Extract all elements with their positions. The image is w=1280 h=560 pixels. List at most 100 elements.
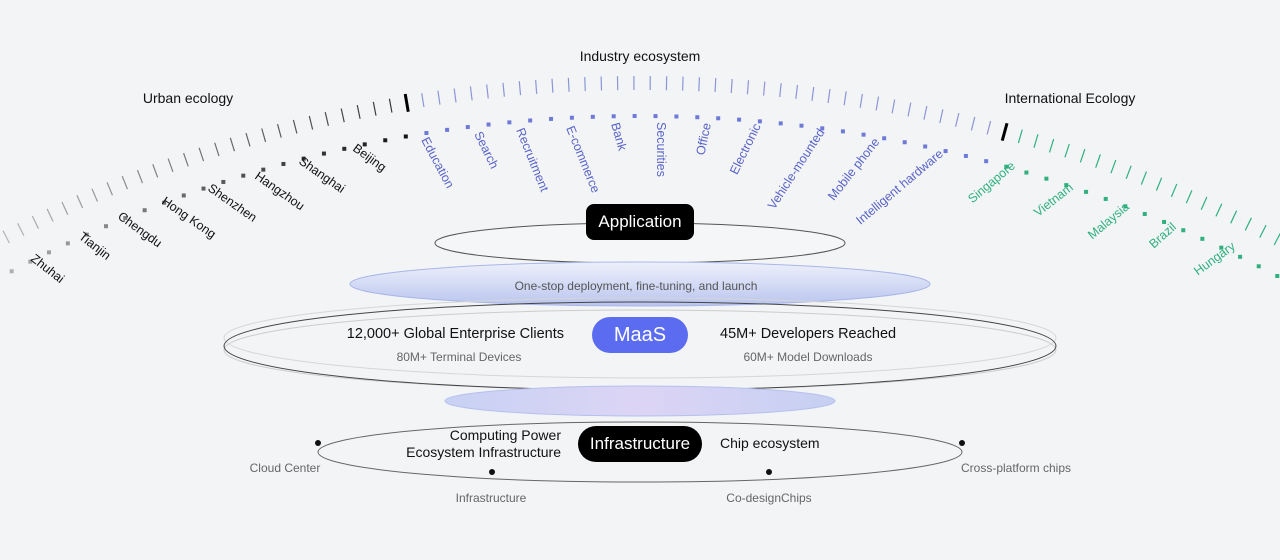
arc-tick (31, 215, 39, 229)
arc-dot (507, 120, 512, 125)
arc-tick (891, 99, 896, 114)
arc-dot (923, 144, 928, 149)
developers-stat: 45M+ Developers Reached (720, 326, 897, 342)
computing-power-label: Computing Power Ecosystem Infrastructure (406, 427, 561, 461)
node-dot (489, 469, 495, 475)
arc-dot (674, 114, 679, 119)
arc-tick (214, 142, 220, 157)
arc-tick (245, 132, 251, 147)
arc-dot (103, 224, 108, 229)
arc-dot (695, 115, 700, 120)
arc-tick (779, 83, 782, 98)
arc-tick (340, 108, 345, 123)
urban-ecology-title: Urban ecology (143, 90, 233, 106)
arc-tick (292, 119, 298, 134)
deployment-caption: One-stop deployment, fine-tuning, and la… (515, 279, 758, 293)
arc-dot (1219, 245, 1224, 250)
arc-tick (1110, 159, 1117, 174)
arc-tick (1244, 217, 1252, 231)
arc-tick (152, 164, 159, 178)
arc-tick (811, 86, 815, 101)
industry-ecosystem-title: Industry ecosystem (580, 48, 701, 64)
arc-tick (167, 158, 174, 172)
country-label: Singapore (965, 159, 1018, 206)
infrastructure-ring (317, 421, 963, 483)
arc-dot (28, 259, 33, 264)
arc-tick (261, 128, 267, 143)
arc-tick (986, 120, 992, 135)
arc-dot (465, 125, 470, 130)
arc-tick (1033, 134, 1039, 148)
arc-dot (445, 127, 450, 132)
arc-dot (321, 151, 326, 156)
arc-dot (1181, 228, 1186, 233)
arc-dot (943, 149, 948, 154)
country-label: Hungary (1191, 239, 1238, 279)
arc-dot (590, 114, 595, 119)
arc-dot (716, 116, 721, 121)
industry-label: Search (471, 129, 501, 171)
arc-tick (970, 116, 976, 131)
arc-dot (737, 117, 742, 122)
industry-label: Office (693, 122, 713, 157)
arc-tick (1170, 183, 1178, 198)
arc-dot (65, 241, 70, 246)
arc-tick (421, 93, 425, 108)
infrastructure-pill: Infrastructure (578, 426, 702, 462)
arc-tick (183, 152, 189, 167)
computing-power-line1: Computing Power (449, 427, 561, 443)
arc-tick (1200, 196, 1208, 210)
arc-tick (698, 77, 701, 92)
arc-tick (17, 222, 25, 237)
city-label: Chengdu (115, 209, 164, 250)
arc-tick (955, 112, 960, 127)
city-label: Zhuhai (28, 251, 67, 286)
arc-dot (757, 119, 762, 124)
computing-power-line2: Ecosystem Infrastructure (406, 444, 561, 460)
arc-tick (714, 78, 717, 93)
arc-dot (201, 186, 206, 191)
arc-tick (762, 81, 766, 96)
arc-tick (372, 101, 377, 116)
arc-dot (181, 193, 186, 198)
arc-dot (549, 116, 554, 121)
node-label-cloud-center: Cloud Center (250, 461, 321, 475)
industry-label: Mobile phone (825, 135, 882, 203)
maas-pill: MaaS (592, 317, 688, 353)
arc-dot (778, 121, 783, 126)
node-label-cross-platform-chips: Cross-platform chips (961, 461, 1071, 475)
node-label-codesign-chips: Co-designChips (726, 491, 811, 505)
industry-label: Vehicle-mounted (765, 126, 827, 212)
arc-tick (136, 169, 144, 184)
arc-dot (403, 134, 408, 139)
arc-tick (551, 78, 554, 93)
arc-dot (123, 216, 128, 221)
arc-tick (437, 90, 441, 105)
arc-tick (827, 88, 831, 104)
node-dot (315, 440, 321, 446)
city-label: Hangzhou (252, 169, 307, 213)
arc-dot (963, 153, 968, 158)
arc-dot (1044, 176, 1049, 181)
arc-tick (1079, 148, 1086, 163)
industry-label: E-commerce (563, 124, 603, 195)
arc-dot (1162, 219, 1167, 224)
arc-dots (9, 114, 1280, 279)
node-dot (766, 469, 772, 475)
terminal-devices-stat: 80M+ Terminal Devices (396, 350, 522, 364)
arc-tick (567, 77, 570, 92)
arc-dot (281, 161, 286, 166)
arc-tick (121, 175, 128, 190)
arc-dot (1256, 264, 1261, 269)
arc-tick (1215, 203, 1223, 217)
arc-dot (1275, 274, 1280, 279)
international-ecology-title: International Ecology (1005, 90, 1136, 106)
arc-ticks (2, 76, 1280, 246)
arc-dot (1238, 254, 1243, 259)
arc-tick (584, 77, 586, 92)
arc-dot (342, 146, 347, 151)
city-label: Tianjin (76, 229, 113, 262)
arc-dot (902, 140, 907, 145)
arc-tick (1155, 177, 1163, 191)
model-downloads-stat: 60M+ Model Downloads (743, 350, 873, 364)
